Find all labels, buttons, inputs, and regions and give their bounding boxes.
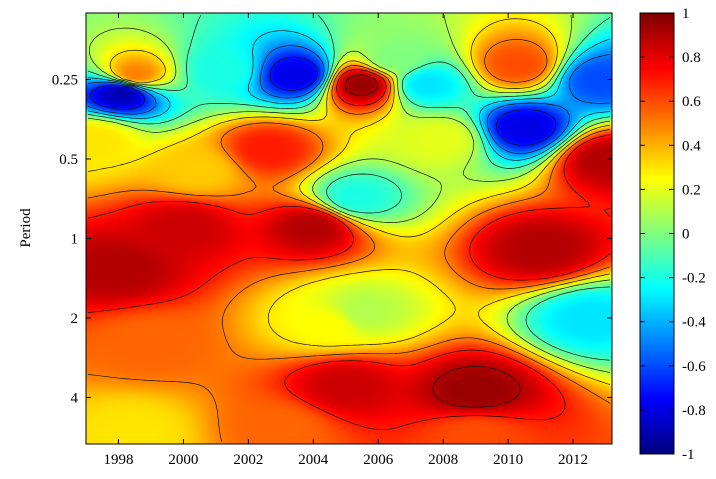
colorbar-ticks: 1 0.8 0.6 0.4 0.2 0 -0.2 -0.4 -0.6 -0.8 -1	[640, 6, 706, 463]
x-tick-label: 2004	[298, 452, 329, 468]
colorbar-gradient	[640, 13, 674, 454]
contour-line--0.1	[87, 14, 611, 361]
y-tick-label: 1	[71, 231, 79, 247]
colorbar-tick-label: -0.8	[682, 403, 706, 419]
y-tick-label: 4	[71, 390, 79, 406]
x-tick-label: 2000	[168, 452, 198, 468]
colorbar-tick-label: 0.6	[682, 94, 701, 110]
contour-line-0.5	[87, 39, 611, 443]
y-tick-label: 2	[71, 311, 79, 327]
contour-lines	[87, 14, 611, 443]
colorbar-tick-label: 0.4	[682, 138, 701, 154]
y-axis: 0.25 0.5 1 2 4	[52, 73, 612, 406]
heatmap-plot-area	[86, 13, 612, 444]
x-tick-label: 1998	[103, 452, 133, 468]
colorbar-tick-label: 0.8	[682, 50, 701, 66]
contour-line-0.7	[87, 69, 611, 430]
colorbar: 1 0.8 0.6 0.4 0.2 0 -0.2 -0.4 -0.6 -0.8 -1	[639, 6, 706, 463]
colorbar-tick-label: 0.2	[682, 182, 701, 198]
x-tick-label: 2010	[493, 452, 523, 468]
y-axis-label: Period	[18, 208, 34, 248]
x-tick-label: 2012	[558, 452, 588, 468]
y-tick-label: 0.25	[52, 73, 78, 89]
x-tick-label: 2006	[363, 452, 394, 468]
contour-line-0.1	[87, 14, 611, 373]
x-tick-label: 2002	[233, 452, 263, 468]
colorbar-tick-label: 0	[682, 227, 690, 243]
contour-line--0.7	[89, 56, 557, 146]
plot-frame	[85, 12, 613, 445]
contour-line-0.3	[87, 18, 611, 385]
colorbar-tick-label: -1	[682, 447, 695, 463]
colorbar-tick-label: -0.4	[682, 315, 706, 331]
x-tick-label: 2008	[428, 452, 458, 468]
contour-line--0.5	[87, 45, 611, 154]
colorbar-tick-label: -0.2	[682, 271, 706, 287]
contour-line-0.9	[344, 74, 521, 408]
colorbar-tick-label: -0.6	[682, 359, 706, 375]
colorbar-tick-label: 1	[682, 6, 690, 22]
x-axis: 1998 2000 2002 2004 2006 2008 2010 2012	[103, 13, 588, 468]
y-tick-label: 0.5	[59, 152, 78, 168]
contour-line--0.3	[87, 30, 611, 161]
